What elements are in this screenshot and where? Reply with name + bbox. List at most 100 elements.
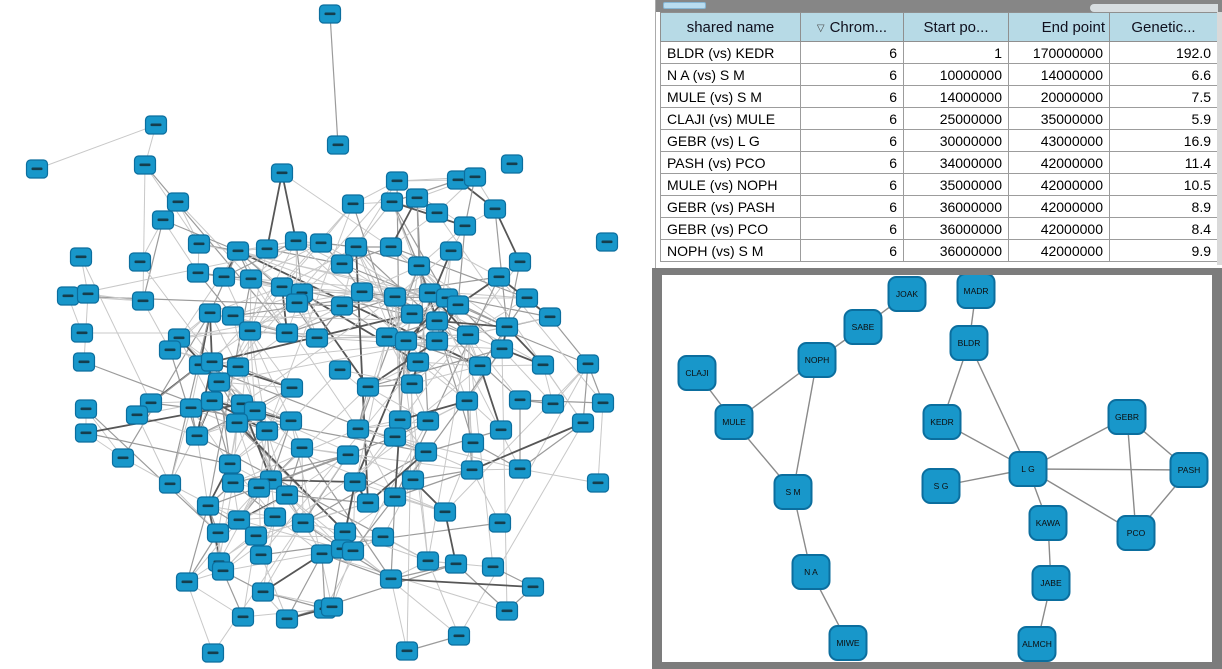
graph-node[interactable]: L G <box>1008 451 1048 487</box>
graph-node[interactable] <box>336 445 360 465</box>
graph-node[interactable] <box>270 277 294 297</box>
graph-node[interactable] <box>385 171 409 191</box>
graph-node[interactable] <box>179 398 203 418</box>
graph-node[interactable] <box>226 357 250 377</box>
graph-node[interactable] <box>72 352 96 372</box>
column-header[interactable]: shared name <box>660 12 801 42</box>
graph-node[interactable] <box>576 354 600 374</box>
graph-node[interactable] <box>508 252 532 272</box>
graph-node[interactable] <box>433 502 457 522</box>
graph-node[interactable] <box>439 241 463 261</box>
graph-node[interactable] <box>305 328 329 348</box>
graph-node[interactable] <box>285 293 309 313</box>
table-row[interactable]: N A (vs) S M 6 10000000 14000000 6.6 <box>660 63 1218 86</box>
graph-node[interactable] <box>490 339 514 359</box>
table-row[interactable]: GEBR (vs) PASH 6 36000000 42000000 8.9 <box>660 195 1218 218</box>
graph-node[interactable] <box>341 541 365 561</box>
graph-node[interactable] <box>330 296 354 316</box>
graph-node[interactable] <box>521 577 545 597</box>
detail-network-canvas[interactable]: JOAK MADR SABE NOPH BLDR CLAJI KEDR MULE GEBR L G… <box>662 275 1212 662</box>
graph-node[interactable]: MULE <box>714 404 754 440</box>
graph-node[interactable]: ALMCH <box>1017 626 1057 662</box>
graph-node[interactable] <box>238 321 262 341</box>
graph-node[interactable] <box>291 513 315 533</box>
table-row[interactable]: GEBR (vs) L G 6 30000000 43000000 16.9 <box>660 129 1218 152</box>
graph-node[interactable] <box>244 526 268 546</box>
filter-icon[interactable]: ▽ <box>816 22 825 34</box>
graph-node[interactable] <box>144 115 168 135</box>
graph-node[interactable] <box>453 216 477 236</box>
graph-node[interactable] <box>456 325 480 345</box>
graph-node[interactable] <box>310 544 334 564</box>
graph-node[interactable] <box>151 210 175 230</box>
graph-node[interactable]: JOAK <box>887 276 927 312</box>
graph-node[interactable] <box>131 291 155 311</box>
graph-node[interactable] <box>200 391 224 411</box>
graph-node[interactable] <box>275 609 299 629</box>
graph-node[interactable] <box>206 523 230 543</box>
graph-node[interactable] <box>200 352 224 372</box>
column-header[interactable]: End point <box>1008 12 1110 42</box>
graph-node[interactable] <box>196 496 220 516</box>
graph-node[interactable] <box>455 391 479 411</box>
graph-node[interactable]: KAWA <box>1028 505 1068 541</box>
detail-network-svg[interactable]: JOAK MADR SABE NOPH BLDR CLAJI KEDR MULE GEBR L G… <box>662 275 1212 662</box>
table-scroll-gutter[interactable] <box>1217 12 1222 265</box>
table-row[interactable]: CLAJI (vs) MULE 6 25000000 35000000 5.9 <box>660 107 1218 130</box>
graph-node[interactable]: MIWE <box>828 625 868 661</box>
table-row[interactable]: MULE (vs) NOPH 6 35000000 42000000 10.5 <box>660 173 1218 196</box>
graph-node[interactable] <box>400 304 424 324</box>
graph-node[interactable] <box>460 460 484 480</box>
graph-node[interactable]: PCO <box>1116 515 1156 551</box>
graph-node[interactable] <box>350 282 374 302</box>
graph-edge[interactable] <box>792 359 818 493</box>
graph-node[interactable] <box>444 554 468 574</box>
graph-node[interactable] <box>463 167 487 187</box>
graph-node[interactable] <box>290 438 314 458</box>
graph-node[interactable] <box>483 199 507 219</box>
graph-node[interactable] <box>70 323 94 343</box>
graph-edge[interactable] <box>1126 416 1137 534</box>
graph-node[interactable] <box>333 522 357 542</box>
graph-node[interactable] <box>125 405 149 425</box>
graph-node[interactable] <box>330 254 354 274</box>
graph-node[interactable] <box>221 306 245 326</box>
graph-node[interactable]: CLAJI <box>677 355 717 391</box>
graph-node[interactable] <box>394 331 418 351</box>
graph-node[interactable] <box>111 448 135 468</box>
graph-node[interactable] <box>571 413 595 433</box>
graph-node[interactable]: BLDR <box>949 325 989 361</box>
column-header[interactable]: Start po... <box>903 12 1009 42</box>
graph-node[interactable] <box>25 159 49 179</box>
graph-node[interactable] <box>207 372 231 392</box>
graph-node[interactable] <box>69 247 93 267</box>
graph-node[interactable] <box>218 454 242 474</box>
table-row[interactable]: BLDR (vs) KEDR 6 1 170000000 192.0 <box>660 41 1218 64</box>
overview-network-canvas[interactable] <box>0 0 652 669</box>
graph-node[interactable] <box>247 478 271 498</box>
graph-node[interactable] <box>251 582 275 602</box>
graph-node[interactable]: NOPH <box>797 342 837 378</box>
graph-node[interactable]: KEDR <box>922 404 962 440</box>
graph-node[interactable] <box>489 420 513 440</box>
graph-node[interactable]: MADR <box>956 275 996 309</box>
graph-node[interactable] <box>446 295 470 315</box>
scrollbar-thumb[interactable] <box>663 2 706 9</box>
table-row[interactable]: PASH (vs) PCO 6 34000000 42000000 11.4 <box>660 151 1218 174</box>
graph-node[interactable] <box>231 607 255 627</box>
graph-node[interactable] <box>425 331 449 351</box>
graph-node[interactable] <box>508 390 532 410</box>
graph-node[interactable] <box>280 378 304 398</box>
graph-node[interactable] <box>275 485 299 505</box>
graph-node[interactable] <box>383 427 407 447</box>
graph-node[interactable] <box>343 472 367 492</box>
graph-node[interactable] <box>263 507 287 527</box>
graph-node[interactable] <box>383 287 407 307</box>
graph-edge[interactable] <box>1027 468 1190 471</box>
column-header[interactable]: ▽ Chrom... <box>800 12 904 42</box>
graph-node[interactable] <box>495 317 519 337</box>
graph-node[interactable] <box>488 513 512 533</box>
graph-node[interactable] <box>401 470 425 490</box>
graph-node[interactable] <box>356 377 380 397</box>
graph-node[interactable] <box>185 426 209 446</box>
